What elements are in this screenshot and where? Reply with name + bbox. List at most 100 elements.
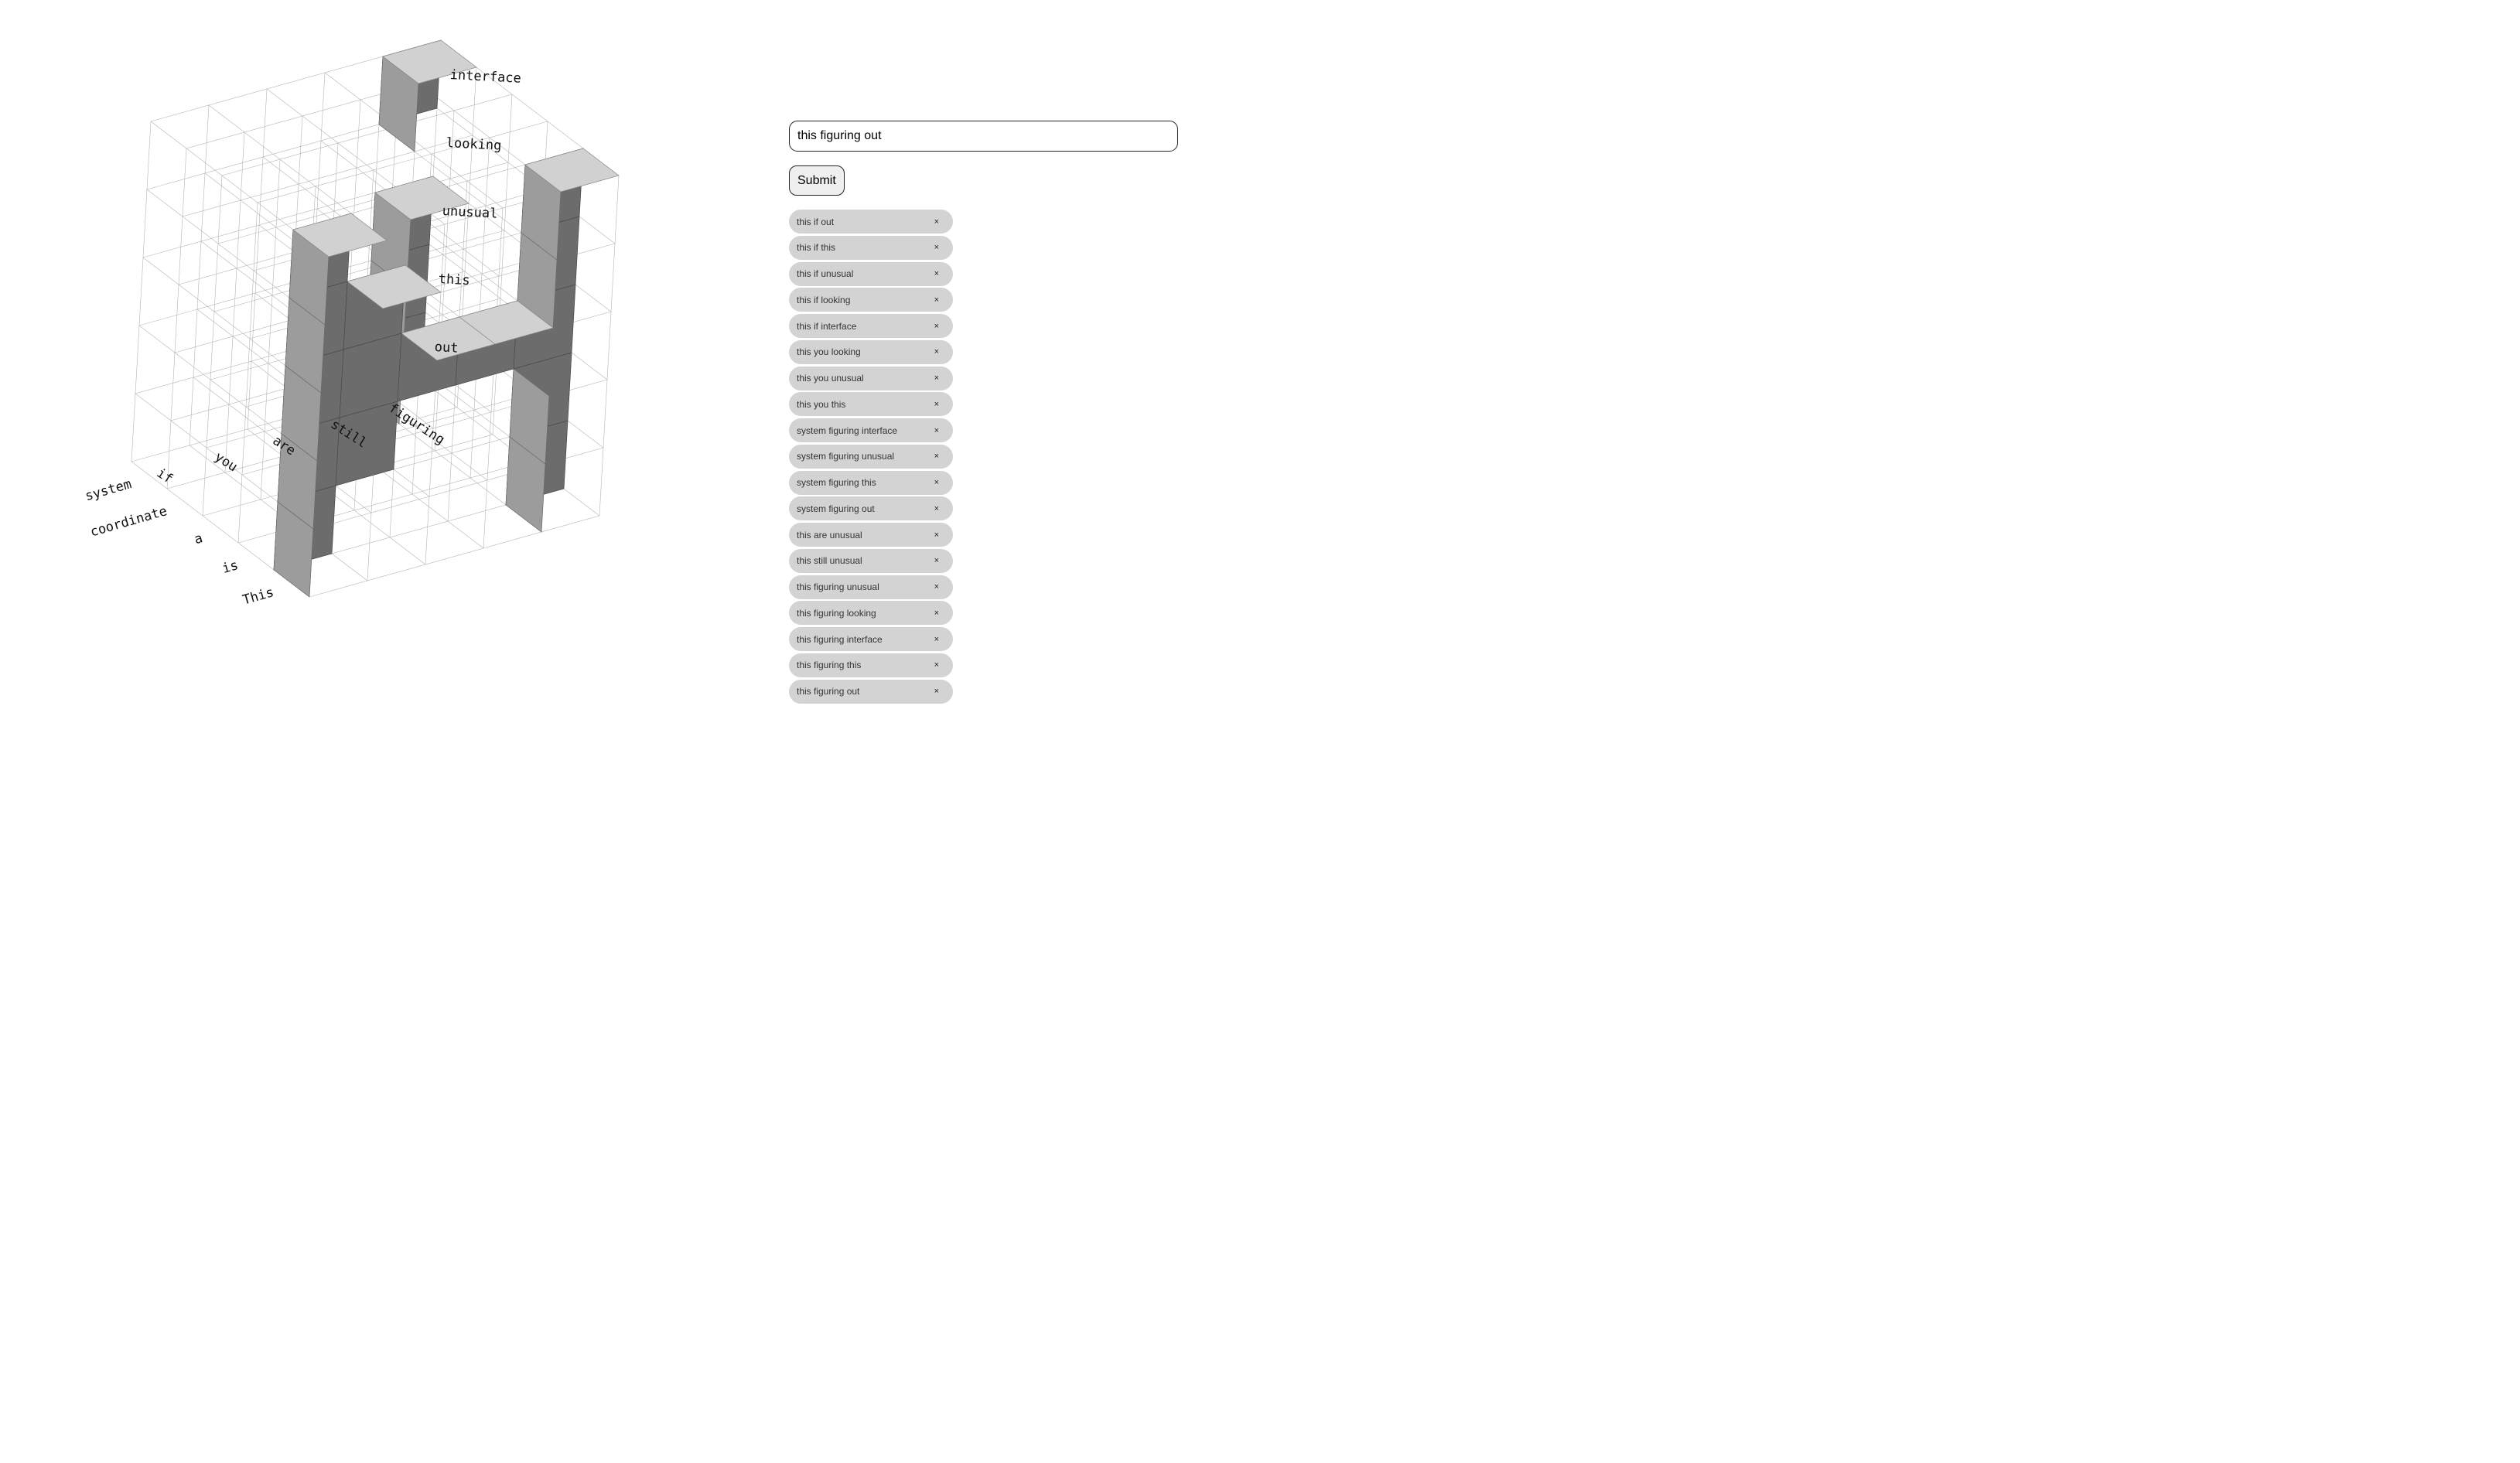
grid-line	[166, 148, 187, 489]
tag-item: this still unusual ×	[789, 548, 953, 573]
word-input[interactable]	[789, 121, 1178, 152]
grid-line	[492, 94, 513, 435]
y-axis-label: you	[212, 449, 241, 476]
cube-top-face	[382, 39, 477, 84]
grid-line	[217, 162, 509, 244]
tag-item: this if interface ×	[789, 314, 953, 338]
tag-item: this if this ×	[789, 235, 953, 260]
cube-top-face	[374, 176, 470, 220]
z-axis-label: looking	[446, 135, 502, 154]
tag-label: this if this	[797, 242, 836, 254]
tag-item: this you looking ×	[789, 339, 953, 364]
grid-line	[260, 159, 281, 500]
y-axis-label: if	[154, 466, 176, 487]
x-axis-label: is	[220, 558, 240, 577]
tag-item: this figuring this ×	[789, 653, 953, 677]
remove-tag-icon[interactable]: ×	[934, 660, 939, 670]
cube-top-face	[524, 148, 620, 193]
grid-line	[247, 88, 268, 430]
tag-item: this you unusual ×	[789, 366, 953, 390]
grid-line	[247, 428, 426, 565]
tag-label: this if looking	[797, 294, 851, 305]
tag-item: this figuring interface ×	[789, 627, 953, 651]
x-axis-label: coordinate	[88, 503, 169, 540]
x-axis-label: system	[84, 476, 134, 504]
tag-item: this are unusual ×	[789, 523, 953, 547]
voxel-cubes	[273, 39, 620, 598]
tag-item: this you this ×	[789, 392, 953, 417]
tag-item: this if out ×	[789, 210, 953, 234]
tag-label: system figuring unusual	[797, 451, 895, 462]
grid-line	[237, 202, 258, 544]
remove-tag-icon[interactable]: ×	[934, 608, 939, 618]
grid-line	[221, 94, 513, 176]
grid-line	[189, 104, 210, 446]
remove-tag-icon[interactable]: ×	[934, 399, 939, 409]
grid-line	[599, 175, 620, 517]
grid-line	[309, 515, 600, 598]
remove-tag-icon[interactable]: ×	[934, 503, 939, 513]
remove-tag-icon[interactable]: ×	[934, 321, 939, 331]
tag-label: this you this	[797, 398, 846, 410]
grid-line	[434, 110, 455, 452]
remove-tag-icon[interactable]: ×	[934, 243, 939, 253]
z-axis-label: unusual	[442, 203, 498, 222]
tag-item: this figuring out ×	[789, 679, 953, 704]
remove-tag-icon[interactable]: ×	[934, 373, 939, 383]
remove-tag-icon[interactable]: ×	[934, 582, 939, 592]
tag-item: system figuring interface ×	[789, 418, 953, 442]
z-axis-label: out	[434, 339, 459, 356]
tag-item: this if looking ×	[789, 288, 953, 312]
grid-line	[470, 137, 490, 479]
tag-item: this figuring unusual ×	[789, 575, 953, 599]
remove-tag-icon[interactable]: ×	[934, 556, 939, 566]
tag-label: this if out	[797, 216, 835, 227]
cube-top-face	[292, 213, 388, 257]
remove-tag-icon[interactable]: ×	[934, 478, 939, 487]
tag-item: this figuring looking ×	[789, 601, 953, 626]
x-axis-label: a	[193, 530, 204, 547]
tag-label: this if interface	[797, 320, 857, 332]
remove-tag-icon[interactable]: ×	[934, 269, 939, 278]
remove-tag-icon[interactable]: ×	[934, 530, 939, 540]
cube-top-face	[401, 316, 496, 361]
remove-tag-icon[interactable]: ×	[934, 347, 939, 357]
remove-tag-icon[interactable]: ×	[934, 452, 939, 462]
z-axis-label: this	[438, 271, 470, 288]
tag-item: system figuring out ×	[789, 496, 953, 521]
tag-label: this figuring out	[797, 686, 860, 697]
submit-button[interactable]: Submit	[789, 165, 845, 196]
grid-line	[257, 121, 548, 203]
cube-top-face	[347, 264, 442, 309]
tag-item: this if unusual ×	[789, 261, 953, 286]
remove-tag-icon[interactable]: ×	[934, 295, 939, 305]
tag-label: system figuring interface	[797, 425, 898, 436]
tag-item: system figuring unusual ×	[789, 444, 953, 469]
remove-tag-icon[interactable]: ×	[934, 425, 939, 435]
grid-line	[483, 207, 504, 549]
voxel-scene[interactable]: This is a coordinate system if you are still figu…	[0, 0, 773, 735]
tag-label: this if unusual	[797, 268, 854, 279]
tag-label: this figuring this	[797, 660, 862, 671]
remove-tag-icon[interactable]: ×	[934, 634, 939, 644]
tag-label: this figuring unusual	[797, 581, 879, 592]
tag-label: this you looking	[797, 346, 861, 358]
tag-label: this figuring looking	[797, 607, 876, 619]
x-axis-label: This	[241, 585, 275, 609]
tag-label: this figuring interface	[797, 633, 883, 645]
grid-line	[224, 131, 245, 473]
grid-line	[202, 175, 223, 517]
tag-label: this still unusual	[797, 555, 862, 567]
tag-list: this if out × this if this × this if unusual…	[789, 210, 1191, 704]
grid-line	[425, 223, 446, 565]
grid-line	[213, 230, 505, 312]
remove-tag-icon[interactable]: ×	[934, 687, 939, 696]
tag-label: system figuring out	[797, 503, 875, 514]
grid-line	[131, 121, 152, 462]
z-axis-label: interface	[449, 67, 521, 87]
tag-label: this are unusual	[797, 529, 862, 541]
tag-item: system figuring this ×	[789, 470, 953, 495]
remove-tag-icon[interactable]: ×	[934, 217, 939, 227]
grid-line	[182, 135, 473, 217]
